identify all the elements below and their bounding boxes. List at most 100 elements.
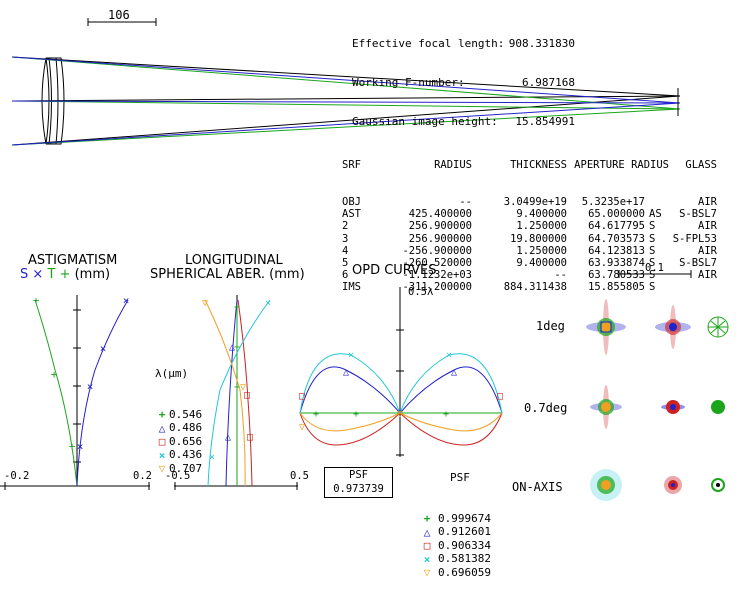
svg-text:+: + — [353, 409, 359, 420]
svg-text:▽: ▽ — [397, 409, 403, 420]
wavelength-marker: ▽ — [158, 462, 166, 476]
svg-text:□: □ — [247, 432, 253, 443]
svg-text:+: + — [234, 342, 240, 353]
psf-marker: × — [423, 552, 431, 566]
prescription-row: 4 -256.900000 1.250000 64.123813 S AIR — [342, 244, 717, 257]
svg-text:×: × — [348, 350, 354, 361]
spec-row: Effective focal length: 908.331830 — [352, 37, 575, 50]
wavelength-marker: □ — [158, 435, 166, 449]
wavelength-item: ▽ 0.707 — [155, 462, 202, 476]
wavelength-marker: + — [158, 408, 166, 422]
svg-text:×: × — [446, 350, 452, 361]
svg-text:+: + — [234, 382, 240, 393]
psf-item: × 0.581382 — [420, 552, 491, 566]
lens-design-report: 106 Effective focal length: 908.331830 Wo… — [0, 8, 729, 579]
opd-title: OPD CURVES — [352, 263, 437, 278]
spot-scale-bar — [618, 270, 692, 278]
psf-marker: △ — [423, 525, 431, 539]
spherical-xmin: -0.5 — [165, 470, 191, 482]
spot-07deg-a — [590, 385, 622, 429]
svg-text:×: × — [123, 294, 130, 307]
spot-07deg-c — [711, 400, 725, 414]
spot-07deg-b — [661, 400, 685, 414]
svg-text:×: × — [87, 380, 94, 393]
wavelength-item: △ 0.486 — [155, 421, 202, 435]
prescription-row: OBJ -- 3.0499e+19 5.3235e+17 AIR — [342, 196, 717, 209]
spot-onaxis-a — [590, 469, 622, 501]
ray-fan — [11, 56, 681, 146]
wavelength-item: × 0.436 — [155, 448, 202, 462]
spot-field-label: ON-AXIS — [512, 480, 563, 494]
spherical-title: LONGITUDINAL — [185, 253, 283, 268]
scale-bar-label: 106 — [108, 8, 130, 22]
prescription-row: IMS -311.200000 884.311438 15.855805 S — [342, 281, 656, 294]
svg-text:△: △ — [229, 342, 235, 353]
opd-curves-plot: + + + △ △ □ □ × × ▽ ▽ — [299, 287, 503, 457]
prescription-row: 5 -260.520000 9.400000 63.933874 S S-BSL7 — [342, 257, 717, 270]
spherical-subtitle: SPHERICAL ABER. (mm) — [150, 267, 305, 282]
spot-1deg-a — [586, 299, 626, 355]
spherical-xmax: 0.5 — [290, 470, 309, 482]
psf-summary-box: PSF 0.973739 — [324, 467, 393, 498]
wavelength-item: +0.546 — [155, 408, 202, 422]
spot-onaxis-c — [711, 478, 725, 492]
svg-text:△: △ — [451, 367, 457, 378]
svg-text:+: + — [51, 368, 58, 381]
lens-layout-diagram — [11, 18, 681, 146]
psf-legend: PSF +0.999674 △ 0.912601 □ 0.906334 × 0.581382… — [420, 444, 491, 606]
psf-item: △ 0.912601 — [420, 525, 491, 539]
spot-scale-label: 0.1 — [645, 262, 664, 274]
wavelength-marker: △ — [158, 421, 166, 435]
astigmatism-plot: + + + × × × × — [0, 294, 150, 490]
svg-text:+: + — [443, 409, 449, 420]
svg-text:▽: ▽ — [299, 422, 305, 433]
wavelength-list: +0.546 △ 0.486 □ 0.656 × 0.436 ▽ 0.707 — [155, 408, 202, 476]
psf-marker: ▽ — [423, 566, 431, 580]
astigmatism-subtitle: S × T + (mm) — [20, 267, 111, 282]
prescription-body: OBJ -- 3.0499e+19 5.3235e+17 AIR AST 425.40000… — [342, 196, 717, 294]
psf-list: +0.999674 △ 0.912601 □ 0.906334 × 0.581382 ▽ 0.6… — [420, 512, 491, 580]
wavelength-marker: × — [158, 448, 166, 462]
svg-text:×: × — [100, 342, 107, 355]
spot-1deg-b — [655, 305, 691, 349]
prescription-row: 2 256.900000 1.250000 64.617795 S AIR — [342, 220, 717, 233]
svg-text:△: △ — [225, 432, 231, 443]
svg-text:□: □ — [497, 391, 503, 402]
spot-1deg-c — [707, 316, 729, 338]
astig-xmin: -0.2 — [4, 470, 30, 482]
wavelength-item: □ 0.656 — [155, 435, 202, 449]
prescription-header: SRF RADIUS THICKNESS APERTURE RADIUS GLA… — [342, 159, 717, 172]
prescription-row: 6 -1.1232e+03 -- 63.780533 S AIR — [342, 269, 717, 282]
spec-row: Gaussian image height: 15.854991 — [352, 115, 575, 128]
svg-text:×: × — [209, 452, 215, 463]
astig-xmax: 0.2 — [133, 470, 152, 482]
spot-field-label: 0.7deg — [524, 401, 568, 415]
svg-text:×: × — [265, 298, 271, 309]
svg-text:+: + — [234, 302, 240, 313]
svg-text:▽: ▽ — [240, 382, 246, 393]
spot-field-label: 1deg — [536, 319, 565, 333]
psf-item: +0.999674 — [420, 512, 491, 526]
svg-text:+: + — [33, 294, 40, 307]
spherical-aberration-plot: + + + △ △ □ □ × × ▽ ▽ — [174, 295, 298, 490]
spec-row: Working F-number: 6.987168 — [352, 76, 575, 89]
svg-text:△: △ — [343, 367, 349, 378]
psf-item: □ 0.906334 — [420, 539, 491, 553]
opd-y-label: 0.5λ — [408, 286, 434, 298]
prescription-row: 3 256.900000 19.800000 64.703573 S S-FPL53 — [342, 232, 717, 245]
spot-onaxis-b — [664, 476, 682, 494]
svg-text:+: + — [313, 409, 319, 420]
prescription-row: AST 425.400000 9.400000 65.000000 AS S-BSL7 — [342, 208, 717, 221]
psf-marker: □ — [423, 539, 431, 553]
svg-text:+: + — [69, 440, 76, 453]
scale-bar — [87, 18, 157, 26]
svg-text:□: □ — [299, 391, 305, 402]
psf-item: ▽ 0.696059 — [420, 566, 491, 580]
astigmatism-title: ASTIGMATISM — [28, 253, 118, 268]
lambda-label: λ(μm) — [155, 367, 189, 380]
spot-diagrams — [586, 299, 729, 501]
wavelength-legend: λ(μm) +0.546 △ 0.486 □ 0.656 × 0.436 ▽ 0.707 — [155, 340, 202, 502]
psf-marker: + — [423, 512, 431, 526]
system-specs: Effective focal length: 908.331830 Workin… — [352, 11, 575, 154]
svg-text:×: × — [77, 440, 84, 453]
